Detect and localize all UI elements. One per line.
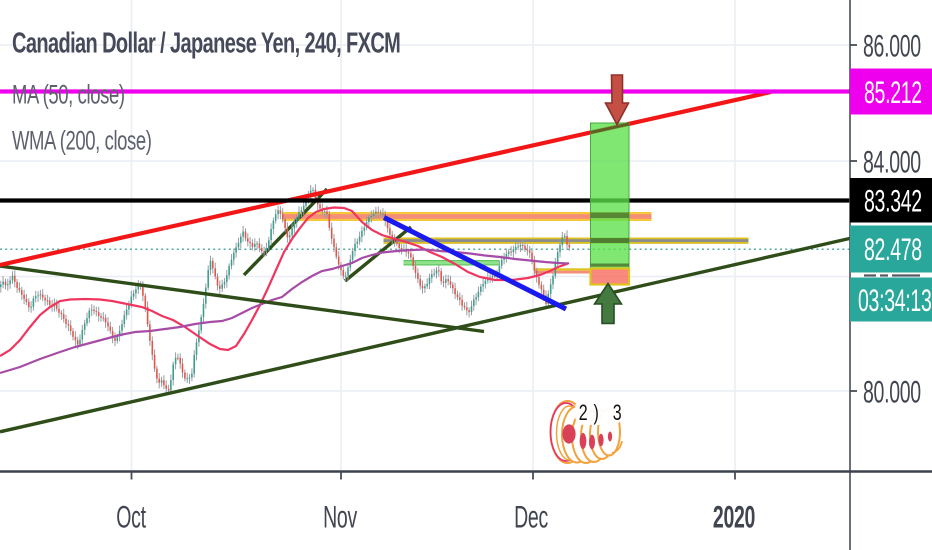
svg-text:Canadian Dollar / Japanese Yen: Canadian Dollar / Japanese Yen, 240, FXC…: [12, 27, 400, 60]
svg-text:2: 2: [579, 401, 588, 426]
svg-text:3: 3: [613, 401, 622, 426]
svg-text:82.478: 82.478: [864, 231, 922, 267]
svg-text:85.212: 85.212: [864, 74, 922, 110]
svg-text:84.000: 84.000: [863, 143, 921, 179]
svg-text:80.000: 80.000: [863, 373, 921, 409]
svg-text:): ): [593, 401, 598, 426]
svg-text:2020: 2020: [713, 498, 755, 534]
svg-text:86.000: 86.000: [863, 27, 921, 63]
svg-text:Nov: Nov: [323, 498, 358, 534]
svg-text:WMA (200, close): WMA (200, close): [12, 125, 152, 155]
svg-text:83.342: 83.342: [864, 182, 922, 218]
svg-text:MA (50, close): MA (50, close): [12, 79, 125, 109]
svg-text:03:34:13: 03:34:13: [858, 282, 932, 318]
svg-text:Oct: Oct: [116, 498, 146, 534]
svg-text:Dec: Dec: [514, 498, 548, 534]
